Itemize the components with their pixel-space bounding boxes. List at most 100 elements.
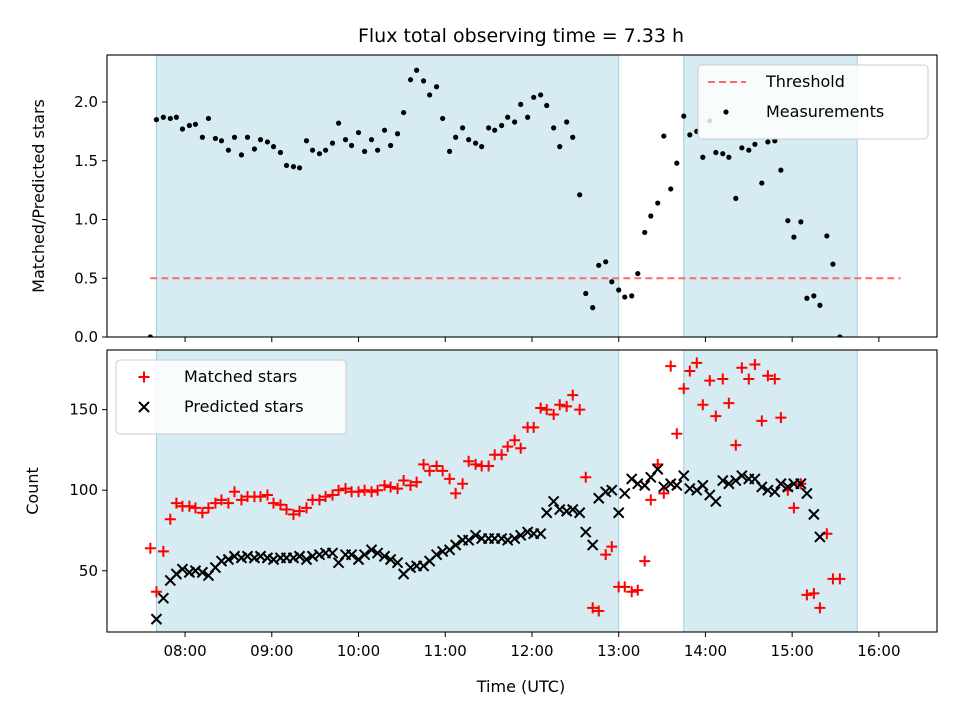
data-point	[326, 547, 339, 559]
data-point	[814, 602, 826, 614]
data-point	[486, 125, 492, 131]
y-tick-label: 1.5	[74, 152, 98, 170]
data-point	[450, 487, 462, 499]
data-point	[671, 428, 683, 440]
data-point	[427, 92, 433, 98]
data-point	[570, 134, 576, 140]
plot-area	[147, 67, 901, 337]
data-point	[639, 555, 651, 567]
data-point	[759, 180, 765, 186]
x-tick-label: 08:00	[163, 642, 206, 660]
data-point	[515, 442, 527, 454]
data-point	[235, 494, 247, 506]
data-point	[431, 460, 443, 472]
data-point	[710, 410, 722, 422]
data-point	[255, 491, 267, 503]
data-point	[313, 494, 325, 506]
data-point	[433, 84, 440, 90]
data-point	[300, 502, 312, 514]
data-point	[157, 592, 170, 604]
data-point	[704, 375, 716, 387]
data-point	[353, 486, 365, 498]
data-point	[164, 513, 176, 525]
data-point	[144, 542, 156, 554]
data-point	[817, 302, 823, 308]
data-point	[619, 581, 631, 593]
data-point	[635, 270, 641, 277]
legend-label: Threshold	[765, 72, 845, 91]
data-point	[316, 151, 323, 157]
y-tick-label: 50	[79, 562, 98, 580]
data-point	[547, 495, 560, 508]
data-point	[775, 412, 787, 424]
data-point	[717, 474, 729, 487]
data-point	[574, 404, 586, 416]
data-point	[531, 94, 537, 100]
data-point	[642, 229, 648, 236]
series-measurements	[147, 67, 843, 337]
x-tick-label: 16:00	[857, 642, 900, 660]
data-point	[365, 544, 378, 556]
data-point	[192, 121, 199, 127]
data-point	[541, 404, 553, 416]
data-point	[157, 545, 169, 557]
data-point	[713, 149, 719, 156]
data-point	[808, 587, 820, 599]
data-point	[736, 362, 748, 374]
data-point	[769, 373, 781, 385]
data-point	[518, 101, 524, 107]
data-point	[782, 481, 794, 493]
data-point	[296, 165, 303, 171]
data-point	[186, 122, 192, 129]
legend-box	[697, 64, 929, 140]
data-point	[535, 402, 547, 414]
y-tick-label: 150	[69, 401, 98, 419]
data-point	[538, 92, 544, 98]
data-point	[449, 539, 462, 551]
data-point	[457, 478, 469, 490]
y-tick-label: 100	[69, 481, 98, 499]
data-point	[466, 137, 472, 143]
data-point	[830, 261, 836, 267]
data-point	[587, 602, 599, 614]
data-point	[528, 421, 540, 433]
x-tick-label: 15:00	[771, 642, 814, 660]
data-point	[785, 218, 791, 224]
data-point	[150, 613, 163, 625]
data-point	[720, 151, 726, 157]
data-point	[322, 147, 329, 153]
data-point	[391, 557, 404, 569]
data-point	[472, 140, 479, 146]
data-point	[525, 114, 531, 120]
data-point	[606, 541, 618, 553]
y-axis-label: Count	[23, 467, 42, 515]
data-point	[639, 479, 651, 492]
data-point	[697, 399, 709, 411]
x-tick-label: 11:00	[424, 642, 467, 660]
data-point	[244, 134, 251, 140]
data-point	[749, 359, 761, 371]
data-point	[469, 529, 482, 542]
data-point	[752, 141, 758, 147]
data-point	[300, 553, 313, 566]
data-point	[366, 486, 378, 498]
data-point	[215, 494, 227, 506]
data-point	[593, 605, 605, 617]
data-point	[710, 495, 722, 508]
legend: Matched stars Predicted stars	[115, 359, 347, 435]
data-point	[199, 134, 206, 140]
data-point	[342, 137, 349, 143]
axes-frame	[106, 349, 938, 633]
x-tick-label: 10:00	[337, 642, 380, 660]
data-point	[798, 219, 804, 225]
data-point	[733, 195, 739, 201]
data-point	[277, 149, 284, 156]
data-point	[407, 77, 414, 83]
series-matched-stars	[144, 357, 846, 617]
data-point	[665, 360, 677, 372]
data-point	[743, 373, 755, 385]
data-point	[470, 458, 482, 470]
data-point	[160, 114, 166, 120]
data-point	[283, 162, 290, 169]
